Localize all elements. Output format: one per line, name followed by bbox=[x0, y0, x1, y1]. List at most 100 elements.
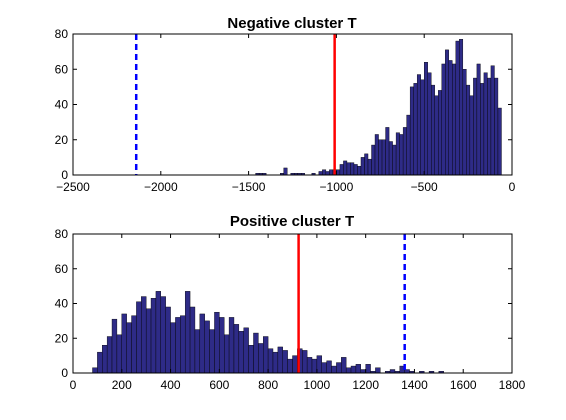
histogram-bar bbox=[350, 365, 357, 374]
histogram-bar bbox=[116, 334, 122, 374]
x-tick-label: −500 bbox=[411, 180, 438, 194]
histogram-bar bbox=[350, 162, 355, 176]
histogram-bar bbox=[325, 171, 330, 176]
histogram-bar bbox=[238, 331, 244, 374]
histogram-bar bbox=[283, 167, 288, 176]
histogram-bar bbox=[97, 351, 103, 374]
histogram-bar bbox=[448, 60, 453, 176]
x-tick-label: 0 bbox=[70, 378, 77, 392]
histogram-bar bbox=[160, 296, 166, 374]
x-tick-label: 200 bbox=[112, 378, 132, 392]
histogram-bar bbox=[131, 315, 137, 374]
histogram-bar bbox=[228, 317, 235, 374]
histogram-bar bbox=[346, 162, 351, 176]
histogram-bar bbox=[480, 83, 485, 176]
histogram-bar bbox=[209, 329, 215, 374]
histogram-bar bbox=[233, 324, 240, 374]
histogram-bar bbox=[189, 306, 196, 374]
x-tick-label: 1200 bbox=[352, 378, 379, 392]
y-tick-label: 80 bbox=[55, 227, 69, 241]
x-axis-ticks: −2500 −2000 −1500 −1000 −500 0 bbox=[56, 34, 516, 194]
histogram-bar bbox=[406, 114, 411, 176]
histogram-bar bbox=[318, 171, 323, 176]
histogram-bar bbox=[219, 317, 225, 374]
x-tick-label: 1400 bbox=[401, 378, 428, 392]
histogram-bar bbox=[336, 169, 341, 176]
positive-cluster-panel: Positive cluster T 0 200 400 600 800 1000 1200… bbox=[55, 213, 526, 392]
histogram-bar bbox=[292, 355, 298, 374]
histogram-bars bbox=[92, 291, 444, 374]
x-tick-label: −2500 bbox=[56, 180, 90, 194]
histogram-bar bbox=[136, 301, 142, 374]
histogram-bar bbox=[175, 317, 181, 374]
histogram-bar bbox=[322, 169, 327, 176]
histogram-bar bbox=[248, 345, 254, 374]
histogram-bar bbox=[282, 350, 288, 374]
y-axis-ticks: 0 20 40 60 80 bbox=[55, 27, 512, 182]
histogram-bar bbox=[476, 63, 481, 176]
chart-title: Positive cluster T bbox=[230, 213, 354, 230]
histogram-bar bbox=[331, 365, 337, 374]
histogram-bar bbox=[199, 313, 205, 374]
histogram-bar bbox=[243, 327, 249, 374]
histogram-bar bbox=[392, 144, 397, 176]
x-tick-label: −2000 bbox=[144, 180, 178, 194]
histogram-bar bbox=[341, 357, 347, 374]
histogram-bar bbox=[404, 369, 410, 374]
histogram-bar bbox=[253, 332, 259, 374]
histogram-bar bbox=[490, 65, 495, 176]
histogram-bar bbox=[424, 62, 428, 176]
histogram-bar bbox=[438, 90, 442, 176]
histogram-bar bbox=[336, 362, 342, 374]
y-axis-ticks: 0 20 40 60 80 bbox=[55, 227, 512, 380]
histogram-bar bbox=[395, 132, 400, 176]
histogram-bar bbox=[321, 362, 327, 374]
axes-frame bbox=[72, 33, 513, 176]
histogram-bar bbox=[355, 364, 361, 374]
y-tick-label: 20 bbox=[55, 331, 69, 345]
x-tick-label: 1600 bbox=[450, 378, 477, 392]
chart-title: Negative cluster T bbox=[227, 15, 356, 32]
histogram-bar bbox=[487, 77, 492, 176]
histogram-bar bbox=[441, 63, 446, 176]
histogram-bar bbox=[378, 139, 383, 176]
histogram-bar bbox=[345, 367, 352, 374]
histogram-bar bbox=[360, 157, 365, 176]
histogram-bar bbox=[452, 63, 457, 176]
y-tick-label: 80 bbox=[55, 27, 69, 41]
histogram-bar bbox=[306, 357, 313, 374]
x-tick-label: 1000 bbox=[304, 378, 331, 392]
histogram-bar bbox=[445, 49, 449, 176]
histogram-bar bbox=[367, 158, 372, 176]
histogram-bar bbox=[374, 134, 379, 176]
histogram-bar bbox=[402, 127, 407, 176]
histogram-bar bbox=[420, 79, 425, 176]
x-tick-label: 1800 bbox=[499, 378, 526, 392]
x-axis-ticks: 0 200 400 600 800 1000 1200 1400 1600 1800 bbox=[70, 234, 526, 392]
y-tick-label: 60 bbox=[55, 262, 69, 276]
histogram-bar bbox=[214, 311, 220, 374]
y-tick-label: 0 bbox=[61, 366, 68, 380]
histogram-bar bbox=[434, 95, 439, 176]
histogram-bar bbox=[302, 350, 308, 374]
histogram-bar bbox=[224, 334, 230, 374]
histogram-bar bbox=[126, 322, 132, 374]
histogram-bar bbox=[311, 358, 318, 374]
histogram-bar bbox=[287, 358, 293, 374]
histogram-bar bbox=[473, 77, 478, 176]
histogram-bar bbox=[106, 336, 113, 374]
histogram-bar bbox=[413, 83, 418, 176]
y-tick-label: 60 bbox=[55, 62, 69, 76]
histogram-bar bbox=[455, 40, 460, 176]
histogram-bar bbox=[459, 39, 464, 176]
histogram-bar bbox=[427, 72, 432, 176]
histogram-bar bbox=[494, 77, 499, 176]
histogram-bar bbox=[469, 95, 474, 176]
histogram-bar bbox=[388, 141, 393, 176]
histogram-bar bbox=[483, 72, 488, 176]
histogram-bar bbox=[416, 74, 421, 176]
histogram-bar bbox=[409, 86, 414, 176]
histogram-bar bbox=[497, 107, 502, 176]
histogram-bar bbox=[111, 318, 118, 374]
